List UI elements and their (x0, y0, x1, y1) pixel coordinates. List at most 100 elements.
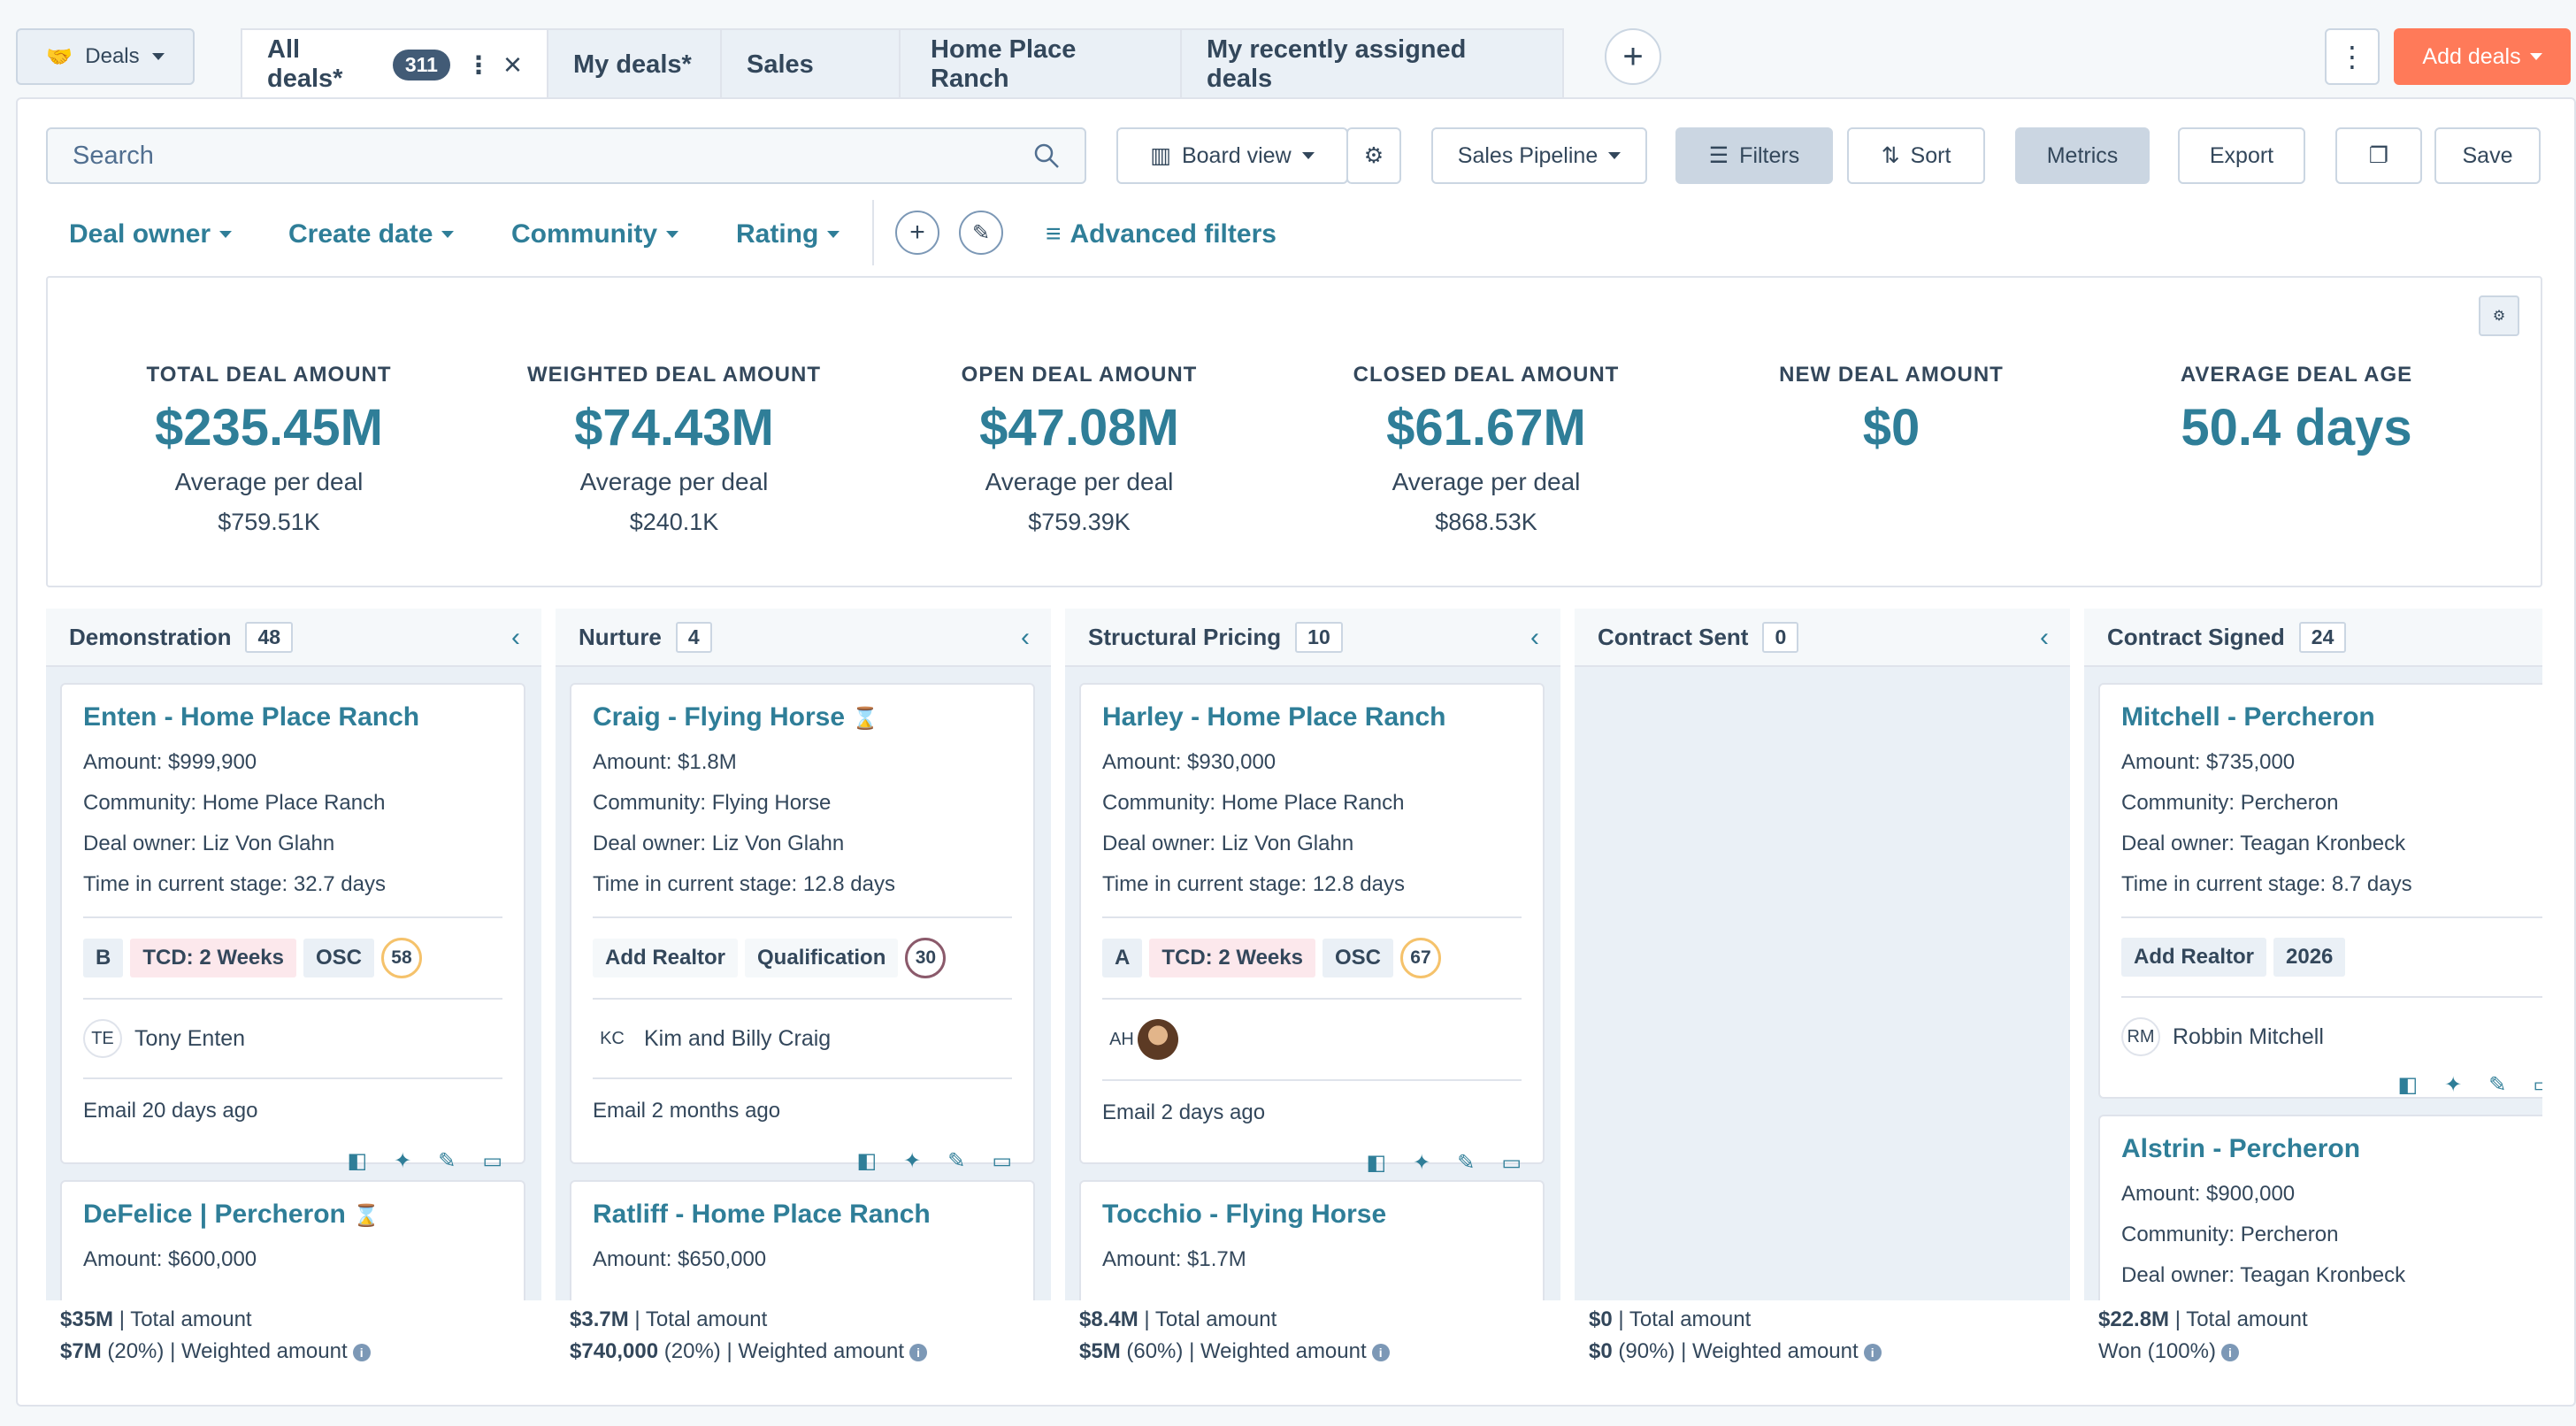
deal-time-in-stage: Time in current stage: 12.8 days (593, 872, 895, 896)
info-icon[interactable]: i (1371, 1343, 1390, 1361)
board-view-button[interactable]: ▥ Board view (1116, 127, 1348, 184)
board-settings-button[interactable]: ⚙ (1346, 127, 1401, 184)
column-header: Contract Signed 24 (2084, 609, 2542, 667)
object-selector[interactable]: 🤝 Deals (16, 28, 195, 85)
deal-amount: Amount: $735,000 (2121, 750, 2296, 774)
metrics-button[interactable]: Metrics (2015, 127, 2150, 184)
tag-row: A TCD: 2 Weeks OSC 67 (1102, 938, 1522, 978)
deal-title[interactable]: Enten - Home Place Ranch (83, 702, 420, 732)
column-count: 4 (675, 621, 712, 653)
deal-amount: Amount: $600,000 (83, 1247, 257, 1271)
gear-icon: ⚙ (1363, 143, 1384, 168)
export-label: Export (2209, 142, 2274, 168)
preview-icon[interactable]: ◧ (2397, 1073, 2419, 1097)
deal-title[interactable]: Craig - Flying Horse ⌛ (593, 702, 1012, 732)
avatar: AH (1102, 1020, 1141, 1059)
open-window-icon[interactable]: ▭ (992, 1149, 1012, 1173)
preview-icon[interactable]: ◧ (856, 1149, 878, 1173)
hourglass-icon: ⌛ (852, 707, 879, 731)
open-window-icon[interactable]: ▭ (482, 1149, 502, 1173)
metrics-settings-button[interactable]: ⚙ (2479, 295, 2519, 336)
open-window-icon[interactable]: ▭ (1501, 1151, 1522, 1175)
deal-title[interactable]: Ratliff - Home Place Ranch (593, 1200, 931, 1229)
tag-row: Add Realtor Qualification 30 (593, 938, 1012, 978)
close-icon[interactable]: × (502, 46, 522, 82)
deal-title[interactable]: DeFelice | Percheron ⌛ (83, 1200, 502, 1230)
filters-button[interactable]: ☰ Filters (1675, 127, 1833, 184)
deal-card[interactable]: Enten - Home Place Ranch Amount: $999,90… (60, 683, 525, 1173)
preview-icon[interactable]: ◧ (1366, 1151, 1387, 1175)
edit-icon[interactable]: ✎ (2488, 1073, 2507, 1097)
open-window-icon[interactable]: ▭ (2533, 1072, 2542, 1098)
create-date-filter[interactable]: Create date (288, 212, 455, 257)
info-icon[interactable]: i (909, 1343, 928, 1361)
associated-contact[interactable]: AH (1102, 1019, 1522, 1060)
edit-icon[interactable]: ✎ (1457, 1151, 1476, 1175)
preview-icon[interactable]: ◧ (347, 1149, 368, 1173)
year-tag: 2026 (2273, 938, 2346, 977)
duplicate-view-button[interactable]: ❐ (2335, 127, 2422, 184)
kebab-icon: ⋮ (2338, 41, 2366, 73)
deal-community: Community: Flying Horse (593, 791, 832, 815)
info-icon[interactable]: i (2220, 1343, 2239, 1361)
associated-contact[interactable]: TE Tony Enten (83, 1019, 502, 1058)
ai-sparkle-icon[interactable]: ✦ (1413, 1151, 1431, 1175)
chevron-left-icon[interactable]: ‹ (1021, 623, 1030, 652)
deal-card[interactable]: Mitchell - Percheron Amount: $735,000 Co… (2098, 683, 2542, 1099)
deal-title-text: Craig - Flying Horse (593, 702, 846, 732)
more-actions-button[interactable]: ⋮ (2325, 28, 2380, 85)
add-deals-button[interactable]: Add deals (2394, 28, 2571, 85)
ai-sparkle-icon[interactable]: ✦ (394, 1149, 412, 1173)
deal-title[interactable]: Harley - Home Place Ranch (1102, 702, 1446, 732)
chevron-down-icon (666, 231, 678, 238)
board-view-label: Board view (1181, 142, 1292, 168)
chevron-down-icon (151, 53, 165, 60)
tab-home-place-ranch[interactable]: Home Place Ranch (899, 28, 1182, 99)
deal-card[interactable]: Harley - Home Place Ranch Amount: $930,0… (1079, 683, 1545, 1175)
edit-icon[interactable]: ✎ (438, 1149, 456, 1173)
deal-card[interactable]: Ratliff - Home Place Ranch Amount: $650,… (570, 1180, 1035, 1300)
tab-sales[interactable]: Sales (720, 28, 901, 99)
deal-card[interactable]: Tocchio - Flying Horse Amount: $1.7M (1079, 1180, 1545, 1300)
realtor-tag: Add Realtor (593, 939, 739, 978)
chevron-left-icon[interactable]: ‹ (511, 623, 520, 652)
rating-filter[interactable]: Rating (736, 212, 840, 257)
add-filter-button[interactable]: + (895, 211, 939, 255)
deal-card[interactable]: Alstrin - Percheron Amount: $900,000 Com… (2098, 1115, 2542, 1300)
ai-sparkle-icon[interactable]: ✦ (903, 1149, 922, 1173)
metric-open-deal-amount: OPEN DEAL AMOUNT $47.08M Average per dea… (876, 363, 1283, 536)
save-view-button[interactable]: Save (2434, 127, 2541, 184)
tab-my-deals[interactable]: My deals* (547, 28, 722, 99)
deal-card[interactable]: Craig - Flying Horse ⌛ Amount: $1.8M Com… (570, 683, 1035, 1173)
edit-icon[interactable]: ✎ (947, 1149, 966, 1173)
chevron-left-icon[interactable]: ‹ (1530, 623, 1539, 652)
ai-sparkle-icon[interactable]: ✦ (2444, 1073, 2463, 1097)
column-count: 10 (1295, 621, 1343, 653)
column-header: Nurture 4 ‹ (556, 609, 1051, 667)
deal-amount: Amount: $1.7M (1102, 1247, 1246, 1271)
info-icon[interactable]: i (352, 1343, 371, 1361)
sort-button[interactable]: ⇅ Sort (1847, 127, 1985, 184)
divider (1102, 916, 1522, 918)
deal-title[interactable]: Mitchell - Percheron (2121, 702, 2375, 732)
deal-card[interactable]: DeFelice | Percheron ⌛ Amount: $600,000 (60, 1180, 525, 1300)
associated-contact[interactable]: RM Robbin Mitchell (2121, 1017, 2542, 1056)
chevron-left-icon[interactable]: ‹ (2040, 623, 2049, 652)
community-filter[interactable]: Community (511, 212, 678, 257)
deal-owner-filter[interactable]: Deal owner (69, 212, 233, 257)
export-button[interactable]: Export (2178, 127, 2305, 184)
advanced-filters-button[interactable]: ≡ Advanced filters (1046, 212, 1276, 257)
deal-title[interactable]: Tocchio - Flying Horse (1102, 1200, 1387, 1229)
add-tab-button[interactable]: + (1605, 28, 1661, 85)
info-icon[interactable]: i (1863, 1343, 1882, 1361)
kebab-icon[interactable]: ⋮ (465, 50, 491, 79)
deal-title[interactable]: Alstrin - Percheron (2121, 1134, 2361, 1163)
associated-contact[interactable]: KC Kim and Billy Craig (593, 1019, 1012, 1058)
tab-all-deals[interactable]: All deals* 311 ⋮ × (241, 28, 548, 99)
pipeline-select[interactable]: Sales Pipeline (1431, 127, 1647, 184)
edit-filters-button[interactable]: ✎ (959, 211, 1003, 255)
tab-label: My deals* (573, 50, 692, 79)
tab-my-recently-assigned-deals[interactable]: My recently assigned deals (1180, 28, 1564, 99)
search-input[interactable]: Search (46, 127, 1086, 184)
osc-tag: OSC (303, 939, 374, 978)
